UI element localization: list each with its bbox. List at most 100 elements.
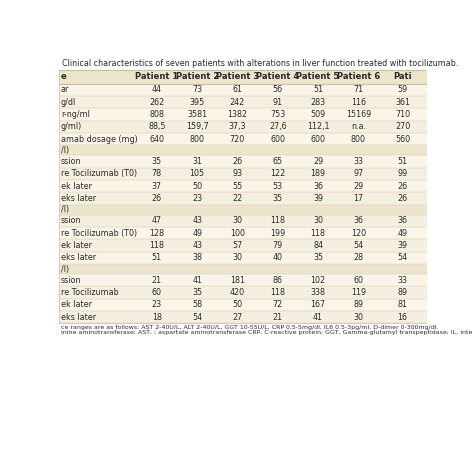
Text: 122: 122: [270, 169, 285, 178]
Text: 81: 81: [398, 301, 408, 310]
Text: Patient 3: Patient 3: [216, 73, 259, 82]
Text: 30: 30: [233, 217, 243, 226]
Text: 710: 710: [395, 110, 410, 119]
Text: 47: 47: [152, 217, 162, 226]
Text: 395: 395: [190, 98, 205, 107]
Text: n.a.: n.a.: [351, 122, 366, 131]
Bar: [59, 192, 427, 205]
Text: 36: 36: [354, 217, 364, 226]
Text: 159,7: 159,7: [186, 122, 209, 131]
Bar: [59, 205, 427, 215]
Text: eks later: eks later: [61, 194, 96, 203]
Bar: [59, 121, 427, 133]
Text: 640: 640: [149, 135, 164, 144]
Text: 51: 51: [313, 85, 323, 94]
Text: 26: 26: [232, 157, 243, 166]
Text: 105: 105: [190, 169, 205, 178]
Text: 30: 30: [313, 217, 323, 226]
Text: 38: 38: [192, 253, 202, 262]
Text: 29: 29: [353, 182, 364, 191]
Text: /l): /l): [61, 146, 69, 155]
Text: 36: 36: [313, 182, 323, 191]
Text: 89: 89: [353, 301, 364, 310]
Text: 53: 53: [273, 182, 283, 191]
Text: 50: 50: [232, 301, 243, 310]
Text: 600: 600: [310, 135, 326, 144]
Text: 112,1: 112,1: [307, 122, 329, 131]
Text: 31: 31: [192, 157, 202, 166]
Bar: [59, 109, 427, 121]
Text: 86: 86: [273, 276, 283, 285]
Text: 97: 97: [353, 169, 364, 178]
Text: 39: 39: [398, 241, 408, 250]
Text: 79: 79: [273, 241, 283, 250]
Bar: [59, 180, 427, 192]
Text: 28: 28: [353, 253, 364, 262]
Text: 116: 116: [351, 98, 366, 107]
Text: 119: 119: [351, 288, 366, 297]
Text: 18: 18: [152, 313, 162, 322]
Text: 35: 35: [273, 194, 283, 203]
Text: 39: 39: [313, 194, 323, 203]
Text: 242: 242: [230, 98, 245, 107]
Bar: [59, 274, 427, 286]
Bar: [59, 299, 427, 311]
Text: 99: 99: [398, 169, 408, 178]
Text: 27: 27: [232, 313, 243, 322]
Text: g/ml): g/ml): [61, 122, 82, 131]
Text: 56: 56: [273, 85, 283, 94]
Text: 3581: 3581: [187, 110, 207, 119]
Text: 54: 54: [192, 313, 202, 322]
Text: 51: 51: [398, 157, 408, 166]
Text: 60: 60: [354, 276, 364, 285]
Text: 78: 78: [152, 169, 162, 178]
Text: 100: 100: [230, 229, 245, 237]
Text: 93: 93: [232, 169, 243, 178]
Text: 15169: 15169: [346, 110, 371, 119]
Text: ssion: ssion: [61, 157, 82, 166]
Text: 84: 84: [313, 241, 323, 250]
Text: Patient 6: Patient 6: [337, 73, 380, 82]
Bar: [59, 286, 427, 299]
Text: 43: 43: [192, 241, 202, 250]
Text: 55: 55: [232, 182, 243, 191]
Text: Patient 1: Patient 1: [135, 73, 179, 82]
Text: 49: 49: [192, 229, 202, 237]
Text: 181: 181: [230, 276, 245, 285]
Bar: [59, 133, 427, 146]
Text: 21: 21: [152, 276, 162, 285]
Text: 59: 59: [398, 85, 408, 94]
Text: 33: 33: [398, 276, 408, 285]
Text: ssion: ssion: [61, 276, 82, 285]
Bar: [59, 168, 427, 180]
Text: Patient 5: Patient 5: [296, 73, 340, 82]
Text: 753: 753: [270, 110, 285, 119]
Text: ek later: ek later: [61, 241, 92, 250]
Text: ek later: ek later: [61, 182, 92, 191]
Text: 43: 43: [192, 217, 202, 226]
Text: amab dosage (mg): amab dosage (mg): [61, 135, 137, 144]
Text: 89: 89: [398, 288, 408, 297]
Text: 283: 283: [310, 98, 326, 107]
Text: 338: 338: [310, 288, 326, 297]
Bar: [59, 311, 427, 323]
Text: 37: 37: [152, 182, 162, 191]
Text: 44: 44: [152, 85, 162, 94]
Text: 29: 29: [313, 157, 323, 166]
Text: 800: 800: [190, 135, 205, 144]
Text: Patient 2: Patient 2: [175, 73, 219, 82]
Text: 60: 60: [152, 288, 162, 297]
Text: eks later: eks later: [61, 253, 96, 262]
Text: 118: 118: [149, 241, 164, 250]
Text: 800: 800: [351, 135, 366, 144]
Text: 23: 23: [192, 194, 202, 203]
Text: 361: 361: [395, 98, 410, 107]
Text: 71: 71: [353, 85, 364, 94]
Text: 120: 120: [351, 229, 366, 237]
Text: /l): /l): [61, 264, 69, 273]
Text: r-ng/ml: r-ng/ml: [61, 110, 90, 119]
Bar: [59, 155, 427, 168]
Text: 35: 35: [313, 253, 323, 262]
Text: /l): /l): [61, 205, 69, 214]
Text: 50: 50: [192, 182, 202, 191]
